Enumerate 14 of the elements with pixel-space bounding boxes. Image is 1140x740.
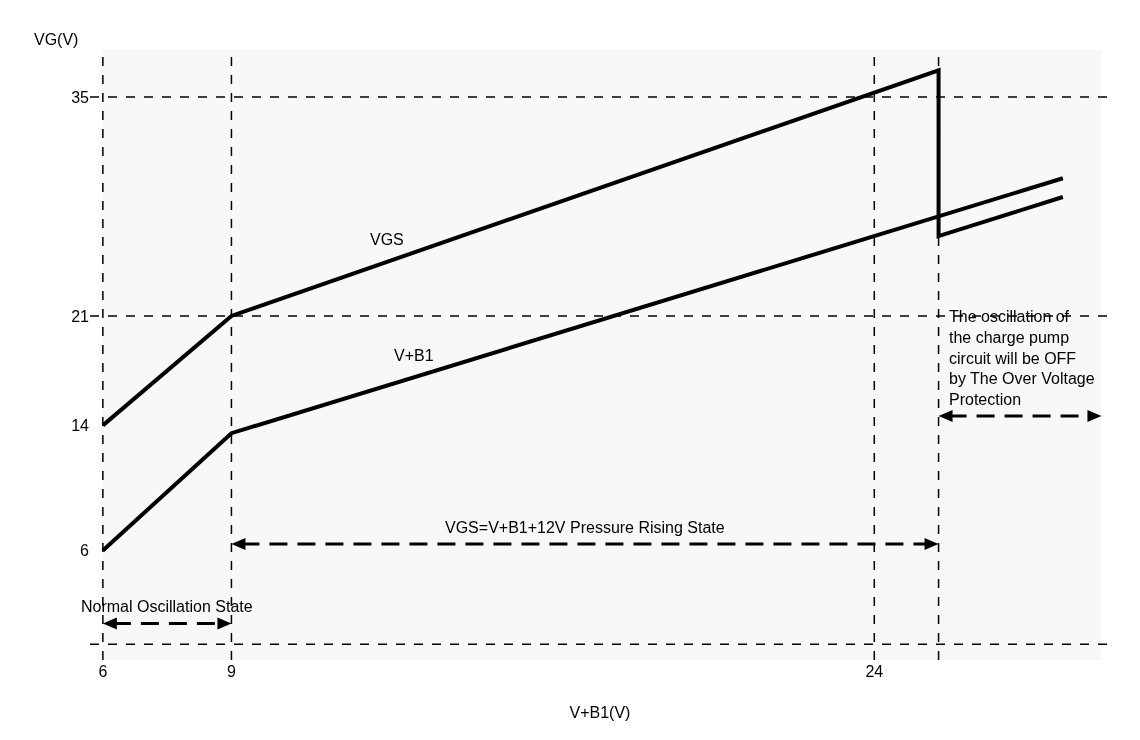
annotation: V+B1 [394,347,434,364]
annotation: VGS [370,231,404,248]
y-tick-label: 21 [71,307,90,325]
x-tick-label: 6 [98,663,108,680]
y-axis-title: VG(V) [34,31,79,48]
y-tick-label: 6 [80,542,90,560]
x-axis-title: V+B1(V) [569,704,631,721]
x-tick-label: 9 [226,663,236,680]
x-tick-label: 24 [865,663,884,680]
band-label: VGS=V+B1+12V Pressure Rising State [445,519,725,536]
band-label: Normal Oscillation State [81,598,253,615]
y-tick-label: 14 [71,416,90,434]
band-label: The oscillation of the charge pump circuit will be OFF by The Over Voltage Protection [949,308,1095,409]
y-tick-label: 35 [71,88,90,106]
